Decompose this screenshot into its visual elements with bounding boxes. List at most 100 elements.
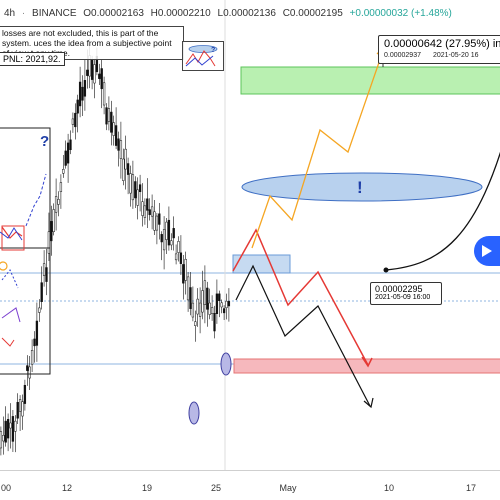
candle-body xyxy=(59,182,63,192)
candle-body xyxy=(114,125,118,146)
candle-body xyxy=(143,205,147,218)
chevron-right-icon xyxy=(482,245,492,257)
candle-body xyxy=(215,293,219,314)
candle-body xyxy=(78,81,82,107)
price-callout[interactable]: 0.00002295 2021-05-09 16:00 xyxy=(370,282,442,305)
candle-body xyxy=(222,308,226,314)
inset-blue-dashed xyxy=(25,173,47,227)
candle-body xyxy=(189,287,192,309)
candle-body xyxy=(21,401,24,417)
time-tick: 17 xyxy=(465,483,477,493)
bullish-projection-path[interactable] xyxy=(251,47,385,249)
candle-body xyxy=(14,420,17,432)
candle-body xyxy=(196,298,199,315)
candle-body xyxy=(107,108,111,122)
candle-body xyxy=(110,111,113,133)
range-price: 0.00002937 xyxy=(384,52,421,59)
question-icon: ? xyxy=(40,133,49,150)
callout-price: 0.00002295 xyxy=(375,284,423,294)
candle-body xyxy=(227,301,231,307)
candle-body xyxy=(23,384,27,404)
curve-projection[interactable] xyxy=(385,120,500,271)
svg-text:?: ? xyxy=(211,47,215,54)
breakout-ellipse[interactable] xyxy=(241,172,483,202)
left-inset-frame xyxy=(0,127,51,375)
candle-body xyxy=(210,307,214,314)
bearish-arrowhead xyxy=(361,356,373,368)
candle-body xyxy=(138,184,142,193)
candle-body xyxy=(191,302,195,318)
candle-body xyxy=(131,174,135,201)
timeframe-label[interactable]: 4h xyxy=(4,8,16,19)
candle-body xyxy=(52,209,55,232)
range-date: 2021-05-20 16 xyxy=(432,52,479,59)
candle-body xyxy=(177,241,180,253)
candle-body xyxy=(174,253,178,261)
mini-chart-thumbnail[interactable]: ? xyxy=(182,41,224,71)
candle-body xyxy=(93,64,96,84)
candle-body xyxy=(102,82,106,106)
high-value: H0.00002210 xyxy=(150,8,211,19)
candle-body xyxy=(158,213,161,225)
candle-body xyxy=(165,221,168,240)
time-tick: 25 xyxy=(210,483,222,493)
candle-body xyxy=(90,59,94,80)
candle-body xyxy=(18,399,22,412)
range-change-text: 0.00000642 (27.95%) in xyxy=(384,38,500,50)
stop-zone[interactable] xyxy=(233,358,500,374)
candle-body xyxy=(141,201,144,216)
candle-body xyxy=(218,293,221,302)
inset-red-path-2 xyxy=(1,337,15,347)
candle-body xyxy=(153,211,156,231)
low-pivot-marker-2[interactable] xyxy=(220,352,232,376)
candle-body xyxy=(100,68,103,90)
low-value: L0.00002136 xyxy=(217,8,276,19)
open-value: O0.00002163 xyxy=(83,8,144,19)
scroll-to-realtime-button[interactable] xyxy=(474,236,500,266)
inset-blue-line xyxy=(0,227,23,241)
candle-body xyxy=(9,422,12,429)
candle-body xyxy=(213,313,216,332)
candle-body xyxy=(117,138,120,151)
time-tick: 00 xyxy=(0,483,12,493)
candle-body xyxy=(162,229,166,251)
candle-body xyxy=(86,69,89,76)
candle-body xyxy=(184,258,187,281)
inset-blue-dashed-2 xyxy=(1,269,19,289)
inset-purple-line xyxy=(1,307,21,323)
candle-body xyxy=(146,198,149,211)
entry-zone[interactable] xyxy=(232,254,291,274)
bearish-projection-path[interactable] xyxy=(232,228,369,366)
candle-body xyxy=(208,302,211,315)
candle-body xyxy=(129,173,132,194)
exchange-label: BINANCE xyxy=(32,8,77,19)
candle-body xyxy=(170,240,173,246)
price-range-measure[interactable]: 0.00000642 (27.95%) in 0.00002937 2021-0… xyxy=(378,35,500,64)
mini-chart-svg: ? xyxy=(185,45,218,67)
candle-body xyxy=(98,73,101,79)
candle-body xyxy=(201,290,204,313)
candle-body xyxy=(225,300,228,309)
bear-alt-path[interactable] xyxy=(235,264,371,407)
candle-body xyxy=(134,181,137,199)
candle-body xyxy=(62,169,65,174)
inset-red-box xyxy=(1,225,25,251)
candle-body xyxy=(194,321,197,326)
candle-body xyxy=(64,150,67,166)
candle-body xyxy=(11,416,15,442)
candle-body xyxy=(76,99,79,114)
target-zone[interactable] xyxy=(240,66,500,95)
candle-body xyxy=(206,287,209,310)
candle-body xyxy=(42,263,46,276)
candle-body xyxy=(69,139,72,150)
time-axis[interactable]: 00 12 19 25 May 10 17 xyxy=(0,470,500,500)
candle-body xyxy=(179,252,183,264)
low-pivot-marker[interactable] xyxy=(188,401,200,425)
candle-body xyxy=(182,264,185,284)
candle-body xyxy=(38,307,41,313)
candle-body xyxy=(124,148,127,170)
candle-body xyxy=(155,215,159,231)
time-tick: May xyxy=(279,483,297,493)
